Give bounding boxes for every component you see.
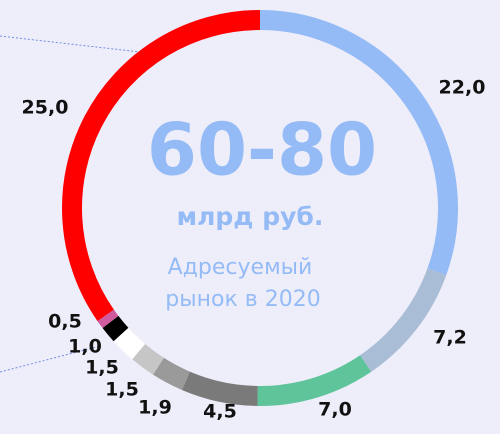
data-label: 7,0 (318, 399, 352, 421)
donut-segment (259, 10, 458, 276)
data-label: 1,5 (105, 379, 139, 401)
donut-segment (153, 357, 190, 390)
donut-segment (132, 343, 164, 375)
donut-segment (102, 315, 129, 342)
data-label: 1,0 (68, 336, 102, 358)
donut-segment (62, 10, 261, 322)
data-label: 25,0 (22, 97, 69, 119)
data-label: 7,2 (433, 327, 467, 349)
guide-line (0, 35, 141, 53)
donut-segment (113, 327, 146, 360)
data-label: 0,5 (48, 311, 82, 333)
center-subtitle: млрд руб. (177, 202, 324, 231)
data-label: 22,0 (439, 77, 486, 99)
guide-line (0, 345, 101, 373)
data-label: 1,5 (85, 357, 119, 379)
donut-segment (181, 371, 258, 406)
data-label: 4,5 (203, 401, 237, 423)
data-label: 1,9 (138, 397, 172, 419)
donut-segment (97, 309, 119, 329)
center-note: рынок в 2020 (165, 287, 320, 312)
donut-segment (359, 268, 447, 372)
donut-segment (257, 355, 372, 406)
center-note: Адресуемый (168, 255, 313, 280)
center-title: 60-80 (147, 108, 377, 192)
